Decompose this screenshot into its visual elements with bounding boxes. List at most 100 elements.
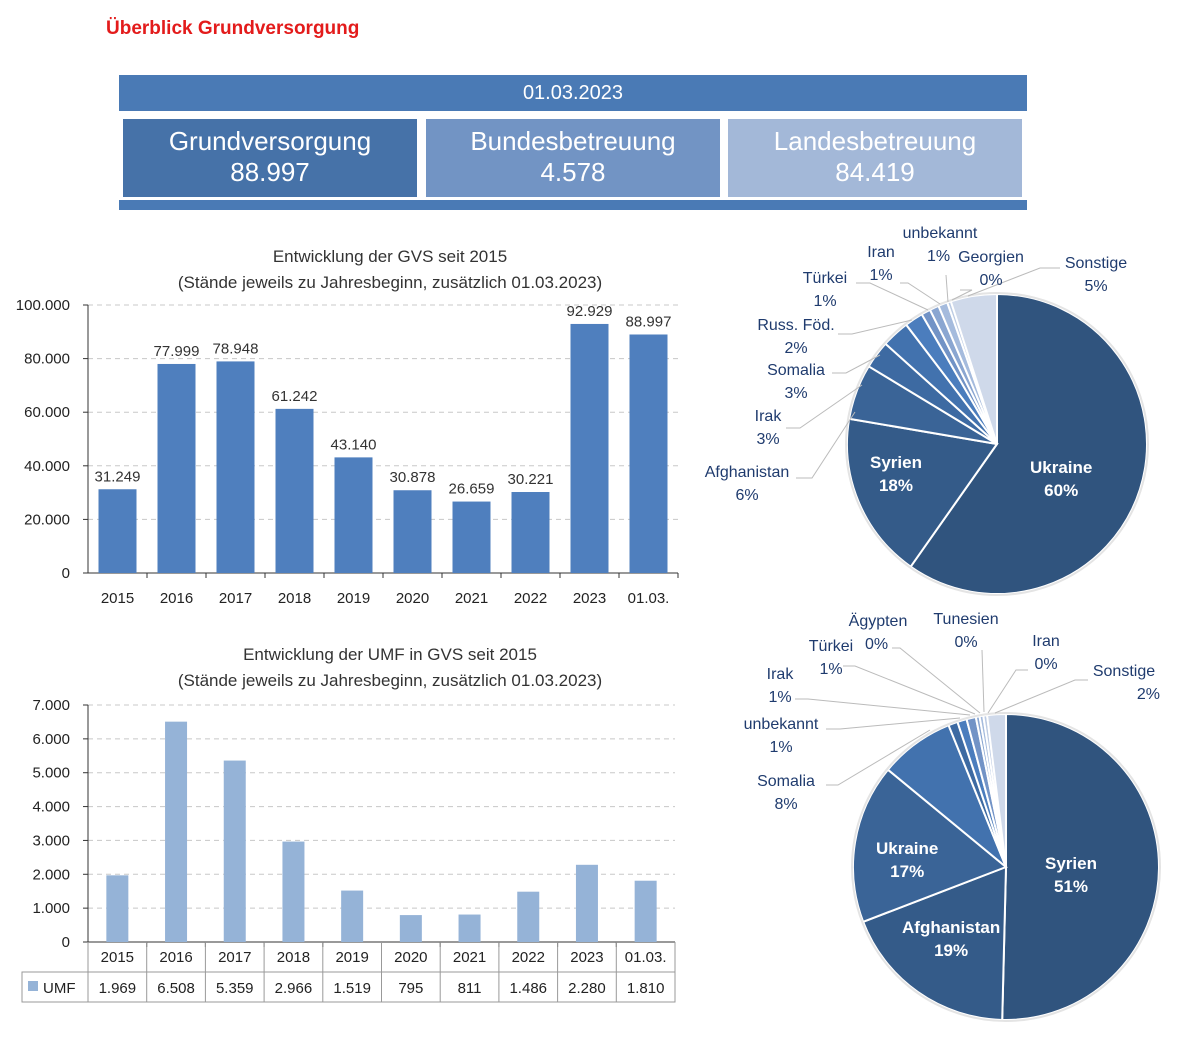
- date-banner: 01.03.2023: [119, 75, 1027, 111]
- bar-2016: [157, 363, 196, 573]
- bar-2021: [452, 501, 491, 573]
- bar-2022: [511, 492, 550, 573]
- data-label: 61.242: [272, 388, 318, 405]
- bar-2022: [517, 891, 540, 942]
- bar-2021: [458, 914, 481, 942]
- y-tick-label: 0: [62, 565, 70, 582]
- bar-2019: [334, 457, 373, 573]
- chart1-title: Entwicklung der GVS seit 2015: [272, 247, 508, 266]
- table-cell: 795: [398, 980, 423, 997]
- pie1-label-sonstige: Sonstige 5%: [1064, 255, 1128, 295]
- x-tick-label: 2020: [396, 590, 429, 607]
- pie2-label-sonstige: Sonstige 2%: [1092, 663, 1160, 703]
- x-tick-label: 2017: [219, 590, 252, 607]
- chart2-title: Entwicklung der UMF in GVS seit 2015: [243, 645, 537, 664]
- box-label: Landesbetreuung: [773, 126, 977, 156]
- pie2-label-irak: Irak 1%: [766, 666, 794, 706]
- x-tick-label: 01.03.: [625, 949, 667, 966]
- y-tick-label: 100.000: [16, 297, 70, 314]
- y-tick-label: 1.000: [32, 900, 70, 917]
- table-cell: 6.508: [157, 980, 195, 997]
- bar-2019: [341, 890, 364, 942]
- pie2-label-aegypten: Ägypten 0%: [848, 613, 908, 653]
- x-tick-label: 2019: [335, 949, 368, 966]
- bar-2016: [165, 721, 188, 942]
- pie-slice-syrien: [846, 417, 999, 569]
- x-tick-label: 2021: [453, 949, 486, 966]
- pie1-label-russ-foed: Russ. Föd. 2%: [757, 317, 835, 357]
- y-tick-label: 7.000: [32, 697, 70, 714]
- data-label: 88.997: [626, 313, 672, 330]
- box-label: Grundversorgung: [168, 126, 372, 156]
- x-tick-label: 2020: [394, 949, 427, 966]
- box-value: 88.997: [230, 157, 310, 187]
- bar-2020: [399, 915, 422, 942]
- pie2-label-ukraine: Ukraine 17%: [876, 839, 939, 881]
- table-cell: 2.966: [275, 980, 313, 997]
- x-tick-label: 2022: [514, 590, 547, 607]
- pie-slice-ukraine: [852, 768, 1008, 924]
- x-tick-label: 2018: [278, 590, 311, 607]
- chart1-title-block: Entwicklung der GVS seit 2015 (Stände je…: [60, 244, 720, 296]
- pie1-label-irak: Irak 3%: [754, 408, 782, 448]
- x-tick-label: 2016: [160, 590, 193, 607]
- y-tick-label: 40.000: [24, 458, 70, 475]
- x-tick-label: 2023: [573, 590, 606, 607]
- pie1-label-tuerkei: Türkei 1%: [802, 270, 848, 310]
- bar-01.03.: [634, 880, 657, 942]
- pie-outline: [845, 292, 1149, 596]
- bar-2017: [216, 361, 255, 573]
- table-cell: 1.810: [627, 980, 665, 997]
- bundesbetreuung-box: Bundesbetreuung 4.578: [426, 119, 720, 197]
- table-cell: 1.486: [509, 980, 547, 997]
- table-cell: 2.280: [568, 980, 606, 997]
- x-tick-label: 2018: [277, 949, 310, 966]
- chart2-title-block: Entwicklung der UMF in GVS seit 2015 (St…: [60, 642, 720, 694]
- table-cell: 1.519: [333, 980, 371, 997]
- table-cell: 1.969: [99, 980, 137, 997]
- bar-2017: [223, 760, 246, 942]
- x-tick-label: 2019: [337, 590, 370, 607]
- y-tick-label: 0: [62, 934, 70, 951]
- x-tick-label: 2015: [101, 949, 134, 966]
- data-label: 78.948: [213, 340, 259, 357]
- legend-swatch-umf: [28, 981, 38, 991]
- y-tick-label: 6.000: [32, 731, 70, 748]
- bar-2015: [106, 875, 129, 942]
- pie-slice-ukraine: [909, 292, 1148, 595]
- page-title: Überblick Grundversorgung: [106, 18, 360, 39]
- x-tick-label: 2022: [512, 949, 545, 966]
- x-tick-label: 2016: [159, 949, 192, 966]
- x-tick-label: 2015: [101, 590, 134, 607]
- landesbetreuung-box: Landesbetreuung 84.419: [728, 119, 1022, 197]
- x-tick-label: 2021: [455, 590, 488, 607]
- y-tick-label: 4.000: [32, 799, 70, 816]
- banner-bottom-bar: [119, 200, 1027, 210]
- pie2-label-afghanistan: Afghanistan 19%: [902, 918, 1001, 960]
- pie2-label-tuerkei: Türkei 1%: [808, 638, 854, 678]
- y-tick-label: 60.000: [24, 404, 70, 421]
- box-value: 4.578: [540, 157, 606, 187]
- pie1-label-syrien: Syrien 18%: [870, 453, 922, 495]
- data-label: 26.659: [449, 481, 495, 498]
- pie1-label-somalia: Somalia 3%: [767, 362, 825, 402]
- pie-slice-afghanistan: [861, 865, 1008, 1021]
- bar-2020: [393, 490, 432, 573]
- data-label: 43.140: [331, 436, 377, 453]
- pie-outline: [851, 712, 1161, 1022]
- bar-01.03.: [629, 334, 668, 573]
- chart2-subtitle: (Stände jeweils zu Jahresbeginn, zusätzl…: [177, 671, 603, 690]
- data-label: 31.249: [95, 468, 141, 485]
- pie2-label-tunesien: Tunesien 0%: [933, 611, 999, 651]
- chart1-subtitle: (Stände jeweils zu Jahresbeginn, zusätzl…: [177, 273, 603, 292]
- table-cell: 811: [458, 980, 482, 997]
- x-tick-label: 01.03.: [628, 590, 670, 607]
- pie1-label-unbekannt: unbekannt 1%: [902, 225, 978, 265]
- pie2-label-somalia: Somalia 8%: [757, 773, 815, 813]
- data-label: 30.221: [508, 471, 554, 488]
- data-label: 92.929: [567, 303, 613, 320]
- pie2-label-syrien: Syrien 51%: [1045, 854, 1097, 896]
- x-tick-label: 2017: [218, 949, 251, 966]
- bar-2018: [282, 841, 305, 942]
